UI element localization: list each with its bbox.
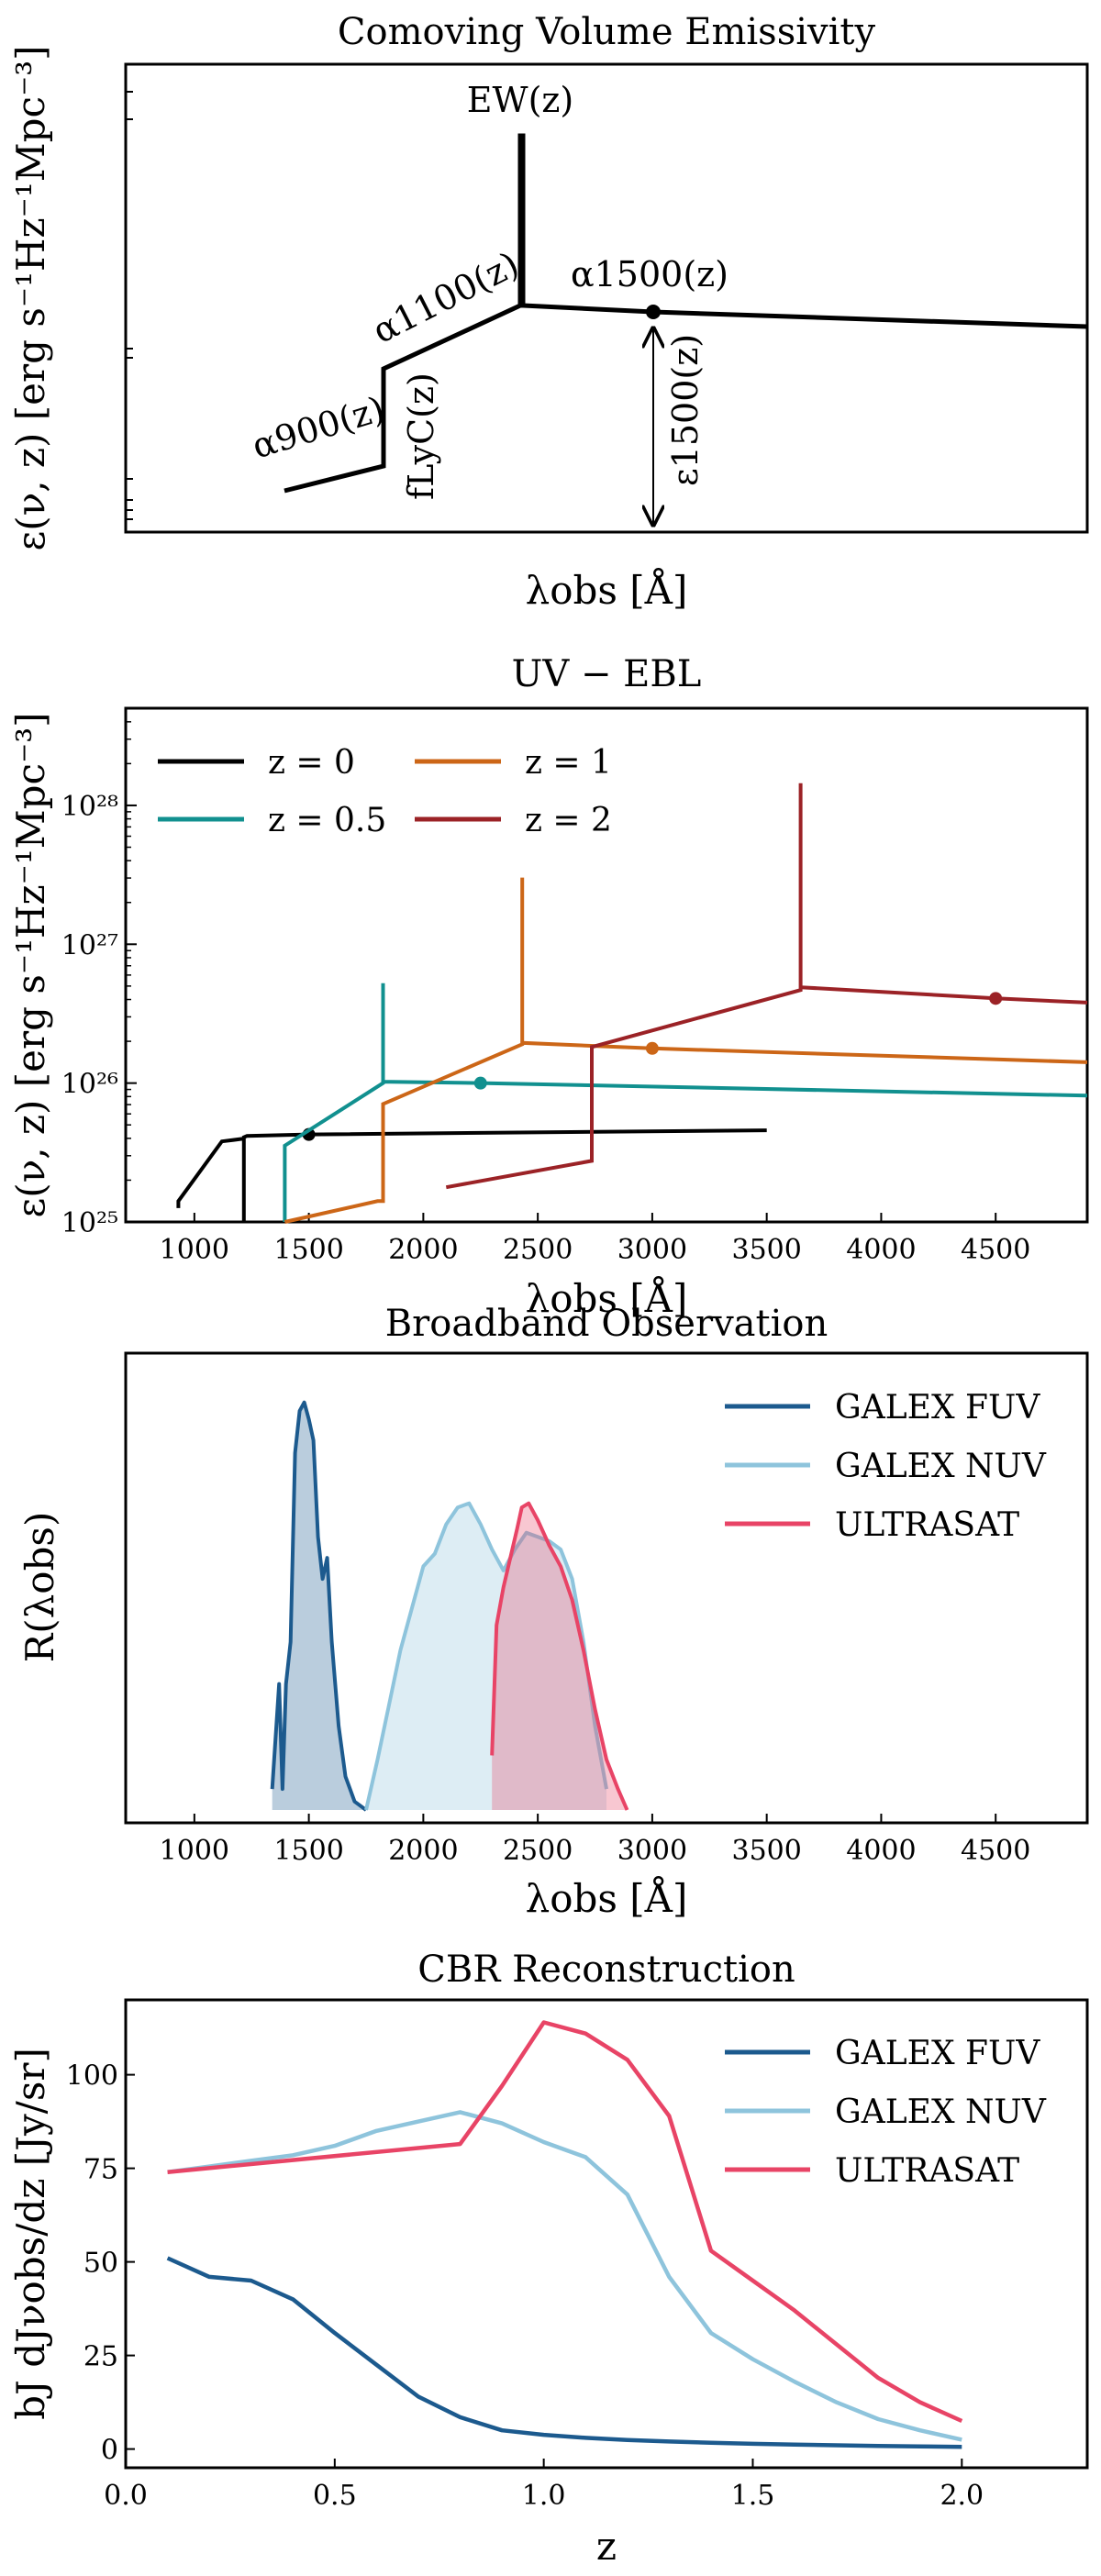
panel2-title: UV − EBL — [512, 653, 702, 695]
x-tick-label: 2000 — [388, 1234, 458, 1266]
x-tick-label: 1500 — [273, 1835, 343, 1867]
x-tick-label: 1.0 — [522, 2480, 566, 2512]
panel4-ylabel: bJ dJνobs/dz [Jy/sr] — [8, 2048, 53, 2420]
annotation-ew: EW(z) — [467, 80, 573, 120]
x-tick-label: 2500 — [503, 1234, 573, 1266]
panel3-xlabel: λobs [Å] — [526, 1875, 688, 1921]
series-line-z-0 — [176, 1128, 767, 1222]
series-line-galex-nuv — [167, 2110, 962, 2442]
panel4-series — [166, 2020, 963, 2449]
series-fill-ultrasat — [492, 1503, 628, 1810]
panel-broadband: Broadband Observation 1000 1500 2000 2500 30… — [17, 1303, 1089, 1921]
panel1-schematic-spectrum — [284, 133, 1088, 494]
series-fill-galex-nuv — [366, 1503, 606, 1810]
panel3-series — [270, 1400, 629, 1812]
x-tick-label: 4000 — [846, 1234, 916, 1266]
panel-uv-ebl: UV − EBL 1000 1500 2000 2500 3000 3500 4000 450… — [8, 653, 1089, 1321]
y-tick-label: 10²⁶ — [61, 1069, 118, 1101]
y-tick-label: 100 — [66, 2060, 118, 2093]
series-line-z-0-5 — [283, 983, 1088, 1222]
x-tick-label: 4500 — [961, 1234, 1030, 1266]
series-fill-galex-fuv — [272, 1402, 366, 1810]
panel1-frame — [124, 62, 1089, 534]
x-tick-label: 2.0 — [940, 2480, 984, 2512]
annotation-eps1500: ε1500(z) — [665, 334, 706, 486]
x-tick-label: 0.5 — [313, 2480, 357, 2512]
panel-cbr: CBR Reconstruction 0.0 0.5 1.0 1.5 2.0 0 25 50… — [8, 1949, 1089, 2569]
series-line-galex-fuv — [270, 1400, 368, 1812]
legend-label-z0: z = 0 — [268, 744, 355, 782]
panel4-xticks: 0.0 0.5 1.0 1.5 2.0 — [104, 2459, 984, 2512]
annotation-alpha900: α900(z) — [248, 388, 389, 466]
x-tick-label: 3500 — [731, 1835, 801, 1867]
x-tick-label: 1500 — [273, 1234, 343, 1266]
series-line-z-2 — [445, 783, 1088, 1190]
series-line-ultrasat — [490, 1501, 629, 1811]
panel2-yticks: 10²⁵ 10²⁶ 10²⁷ 10²⁸ — [61, 707, 137, 1239]
series-line-ultrasat — [167, 2020, 963, 2424]
x-tick-label: 1.5 — [731, 2480, 775, 2512]
panel1-title: Comoving Volume Emissivity — [338, 11, 876, 53]
panel1-alpha1500-marker — [646, 305, 661, 319]
legend-label-fuv: GALEX FUV — [835, 2035, 1040, 2072]
legend-label-z05: z = 0.5 — [268, 802, 386, 839]
series-marker-z-1 — [645, 1041, 659, 1055]
x-tick-label: 3000 — [617, 1234, 687, 1266]
y-tick-label: 10²⁸ — [61, 791, 118, 823]
panel4-legend: GALEX FUV GALEX NUV ULTRASAT — [725, 2035, 1047, 2190]
annotation-flyc: fLyC(z) — [401, 372, 441, 500]
y-tick-label: 0 — [101, 2435, 118, 2467]
panel2-xticks: 1000 1500 2000 2500 3000 3500 4000 4500 — [160, 1213, 1030, 1266]
x-tick-label: 1000 — [160, 1234, 229, 1266]
y-tick-label: 10²⁷ — [61, 929, 118, 961]
panel4-yticks: 0 25 50 75 100 — [66, 2060, 135, 2467]
x-tick-label: 2500 — [503, 1835, 573, 1867]
panel3-frame — [124, 1351, 1089, 1825]
panel3-ylabel: R(λobs) — [17, 1512, 62, 1663]
panel2-frame — [124, 706, 1089, 1224]
x-tick-label: 0.0 — [104, 2480, 148, 2512]
x-tick-label: 3000 — [617, 1835, 687, 1867]
series-line-galex-nuv — [364, 1501, 608, 1811]
y-tick-label: 50 — [83, 2248, 118, 2280]
panel1-xlabel: λobs [Å] — [526, 567, 688, 613]
panel4-xlabel: z — [596, 2524, 617, 2569]
panel4-title: CBR Reconstruction — [417, 1949, 795, 1991]
panel2-xlabel: λobs [Å] — [526, 1275, 688, 1321]
x-tick-label: 4500 — [961, 1835, 1030, 1867]
panel2-legend: z = 0 z = 0.5 z = 1 z = 2 — [158, 744, 612, 839]
panel3-legend: GALEX FUV GALEX NUV ULTRASAT — [725, 1389, 1047, 1544]
y-tick-label: 75 — [83, 2154, 118, 2186]
annotation-alpha1500: α1500(z) — [571, 254, 728, 294]
series-marker-z-2 — [989, 992, 1003, 1005]
y-tick-label: 10²⁵ — [61, 1207, 118, 1239]
series-marker-z-0-5 — [473, 1076, 487, 1090]
legend-label-ultrasat: ULTRASAT — [835, 2152, 1019, 2190]
legend-label-fuv: GALEX FUV — [835, 1389, 1040, 1427]
series-line-galex-fuv — [166, 2256, 962, 2449]
series-line-z-1 — [284, 877, 1088, 1224]
annotation-alpha1100: α1100(z) — [366, 244, 525, 351]
legend-label-z2: z = 2 — [525, 802, 612, 839]
legend-label-ultrasat: ULTRASAT — [835, 1506, 1019, 1544]
x-tick-label: 4000 — [846, 1835, 916, 1867]
panel3-xticks: 1000 1500 2000 2500 3000 3500 4000 4500 — [160, 1814, 1030, 1867]
panel2-series — [176, 783, 1088, 1224]
y-tick-label: 25 — [83, 2341, 118, 2373]
x-tick-label: 2000 — [388, 1835, 458, 1867]
panel1-ylabel: ε(ν, z) [erg s⁻¹Hz⁻¹Mpc⁻³] — [8, 46, 53, 551]
panel1-yticks — [126, 91, 133, 520]
panel2-ylabel: ε(ν, z) [erg s⁻¹Hz⁻¹Mpc⁻³] — [8, 713, 53, 1218]
legend-label-z1: z = 1 — [525, 744, 612, 782]
panel4-frame — [124, 1998, 1089, 2470]
legend-label-nuv: GALEX NUV — [835, 2093, 1047, 2131]
panel-emissivity: Comoving Volume Emissivity ε(ν, z) [erg … — [8, 11, 1089, 613]
panel3-title: Broadband Observation — [385, 1303, 828, 1345]
legend-label-nuv: GALEX NUV — [835, 1448, 1047, 1485]
x-tick-label: 3500 — [731, 1234, 801, 1266]
x-tick-label: 1000 — [160, 1835, 229, 1867]
